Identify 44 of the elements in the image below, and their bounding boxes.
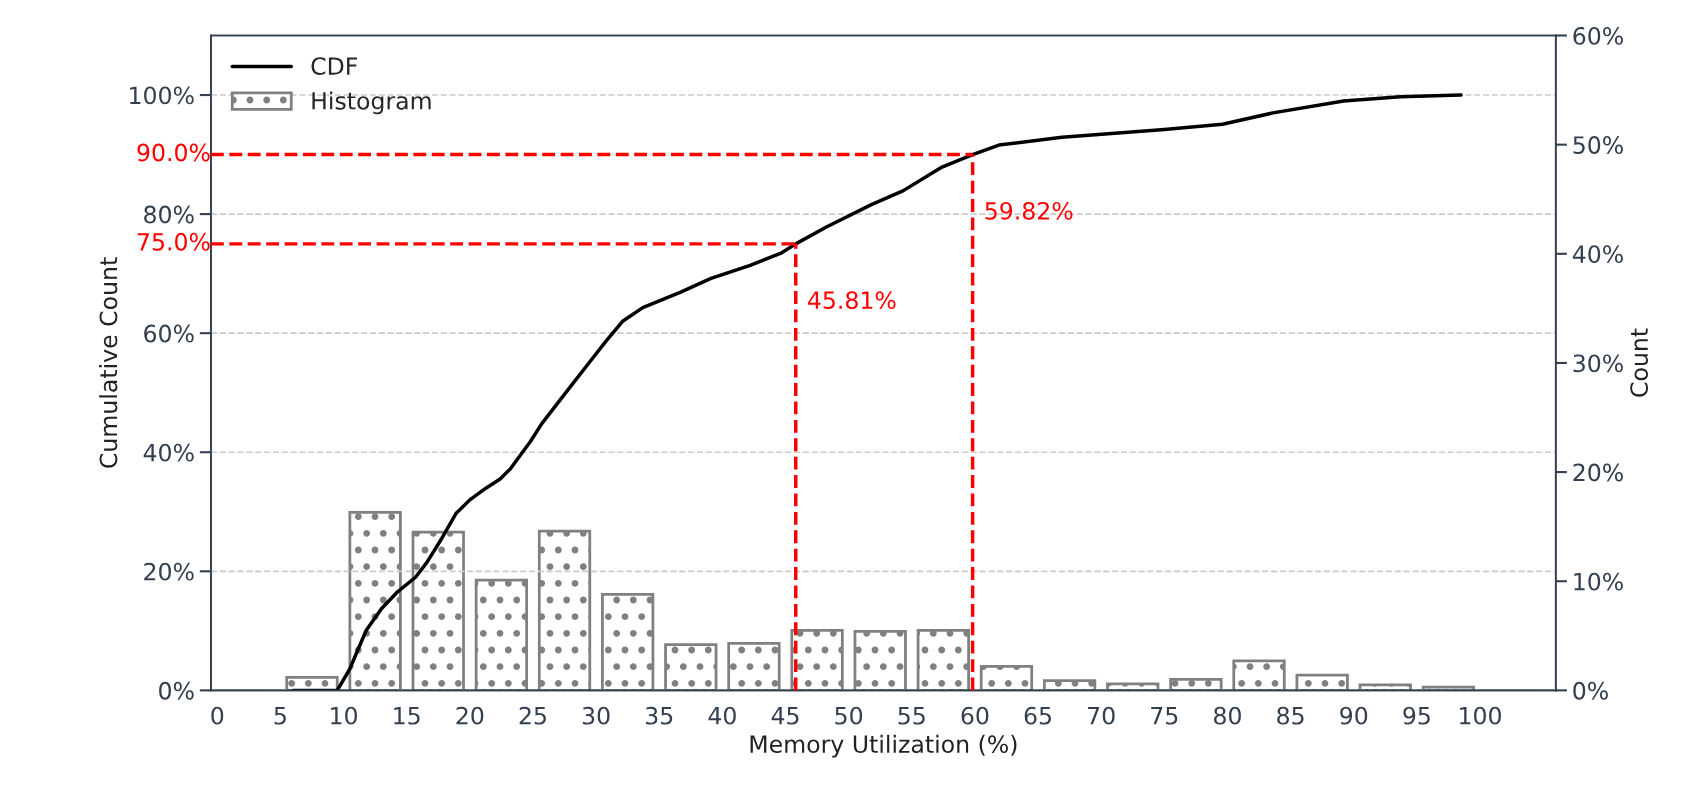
x-tick-label: 10: [331, 706, 358, 725]
ref-line-label: 75.0%: [137, 232, 210, 251]
x-tick-label: 70: [1088, 706, 1115, 725]
y-tick-label: 80%: [144, 205, 194, 224]
legend-label: CDF: [311, 57, 358, 76]
x-axis-title: Memory Utilization (%): [750, 734, 1017, 758]
y-tick-label: 100%: [130, 86, 194, 105]
x-tick-label: 30: [582, 706, 610, 725]
x-tick-label: 55: [898, 707, 925, 725]
x-tick-label: 65: [1024, 706, 1052, 725]
y-tick-label: 40%: [143, 443, 194, 462]
y-tick-label: 60%: [144, 324, 194, 343]
ref-line-label: 59.82%: [985, 201, 1073, 220]
y2-tick-label: 20%: [1573, 463, 1623, 482]
y-axis-title: Cumulative Count: [99, 257, 118, 468]
y2-axis-title: Count: [1630, 328, 1649, 397]
ref-line-label: 45.81%: [808, 291, 896, 310]
x-tick-label: 100: [1460, 706, 1501, 725]
y2-tick-label: 50%: [1573, 136, 1623, 154]
x-tick-label: 15: [394, 707, 420, 725]
x-tick-label: 50: [835, 706, 863, 725]
y2-tick-label: 30%: [1573, 354, 1623, 373]
x-tick-label: 25: [519, 706, 546, 725]
x-tick-label: 20: [456, 706, 484, 725]
x-tick-label: 5: [274, 707, 286, 725]
ref-line-label: 90.0%: [137, 143, 210, 162]
y-tick-label: 0%: [159, 681, 194, 700]
x-tick-label: 45: [771, 707, 799, 725]
legend-label: Histogram: [312, 91, 431, 115]
x-tick-label: 85: [1277, 706, 1304, 725]
x-tick-label: 75: [1151, 707, 1178, 725]
y2-tick-label: 60%: [1573, 26, 1623, 45]
x-tick-label: 60: [961, 706, 989, 725]
y2-tick-label: 10%: [1574, 572, 1623, 591]
y2-tick-label: 40%: [1572, 245, 1623, 264]
x-tick-label: 0: [211, 706, 224, 725]
x-tick-label: 80: [1214, 706, 1241, 725]
y2-tick-label: 0%: [1573, 681, 1608, 700]
x-tick-label: 95: [1403, 706, 1430, 725]
x-tick-label: 40: [708, 706, 736, 725]
x-tick-label: 90: [1340, 706, 1368, 725]
y-tick-label: 20%: [144, 562, 194, 581]
x-tick-label: 35: [646, 706, 673, 725]
line-series: [291, 93, 1463, 691]
